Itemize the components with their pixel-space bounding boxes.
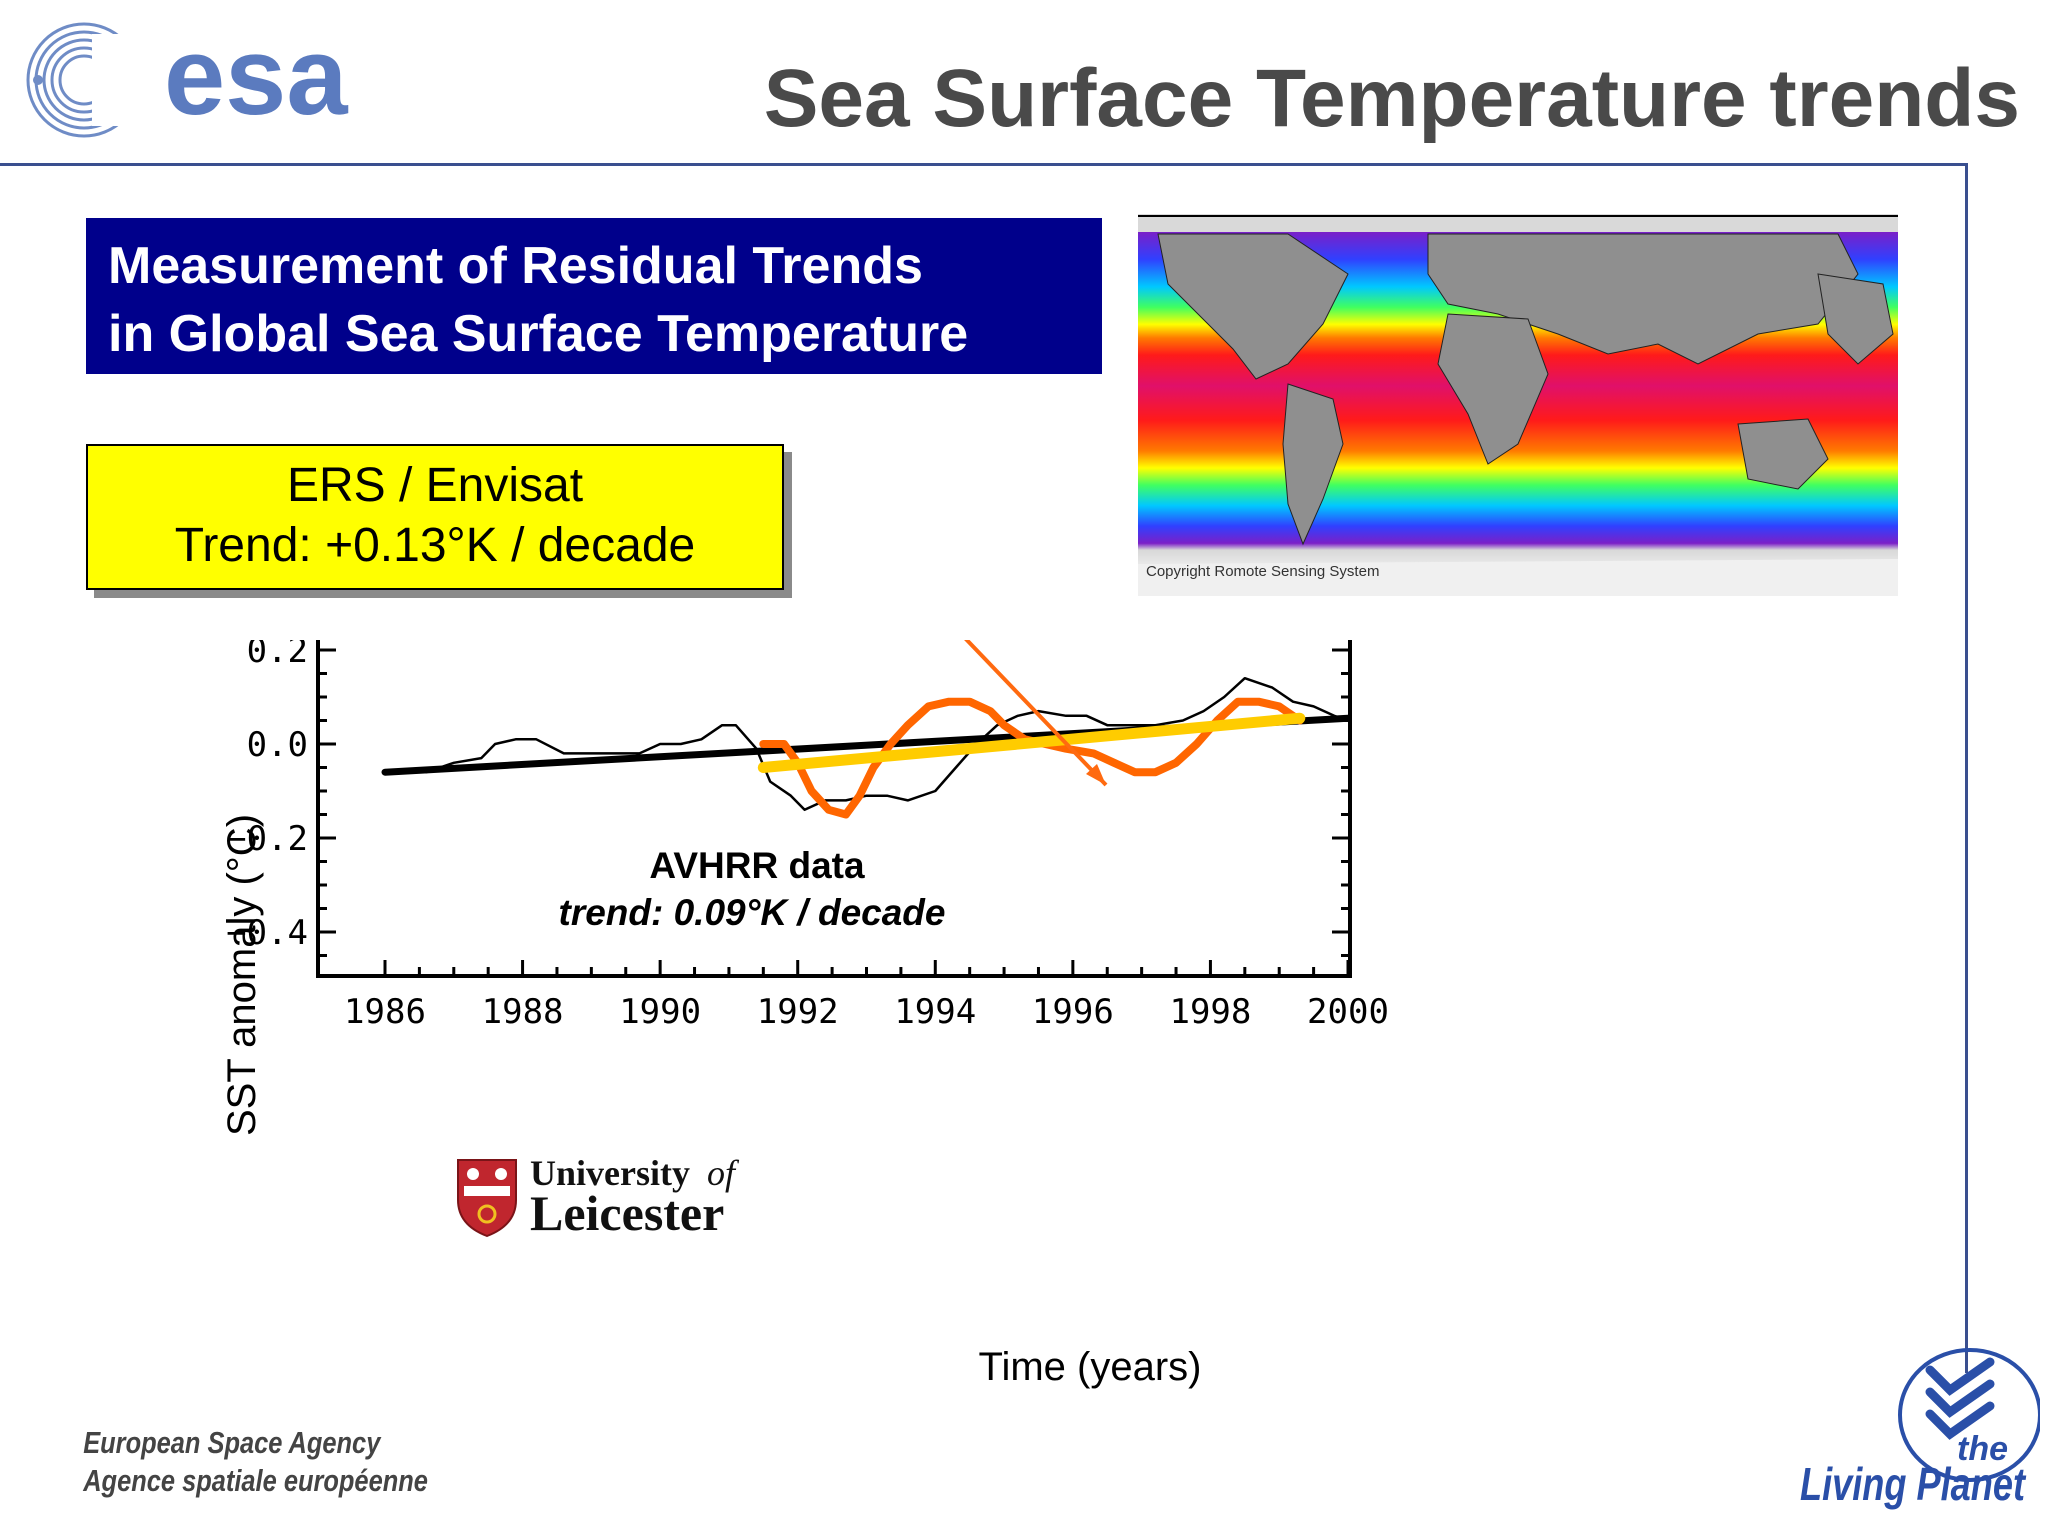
leicester-name-of: of: [707, 1153, 740, 1193]
living-planet-the: the: [1957, 1430, 2008, 1468]
leicester-name-prefix: University: [530, 1153, 690, 1193]
y-tick-label: −0.2: [226, 819, 308, 859]
esa-logo-text: esa: [164, 15, 348, 138]
ers-envisat-data-line: [759, 697, 1304, 819]
y-tick-label: 0.0: [247, 725, 308, 765]
axis-labels: 198619881990199219941996199820000.40.20.…: [226, 640, 1389, 1032]
x-tick-label: 1986: [344, 992, 426, 1032]
map-land-antarctica: [1138, 559, 1898, 596]
callout-line-1: ERS / Envisat: [286, 459, 584, 512]
map-land-europe-asia: [1427, 233, 1859, 365]
map-land-africa: [1437, 313, 1549, 465]
living-planet-text: Living Planet: [1800, 1458, 2026, 1510]
leicester-name-main: Leicester: [530, 1185, 724, 1241]
x-tick-label: 1988: [482, 992, 564, 1032]
y-axis-label: SST anomaly (°C): [220, 814, 264, 1136]
ers-envisat-trend-line: [757, 712, 1306, 773]
callout-line-2: Trend: +0.13°K / decade: [174, 519, 696, 572]
map-caption: Copyright Romote Sensing System: [1146, 563, 1379, 580]
svg-text:University of: University of: [530, 1153, 740, 1193]
map-land-south-america: [1282, 383, 1344, 546]
avhrr-annotation-line-1: AVHRR data: [649, 845, 865, 886]
avhrr-data-line: [383, 676, 1350, 812]
subtitle-line-1: Measurement of Residual Trends: [108, 237, 923, 295]
x-axis-label: Time (years): [979, 1345, 1202, 1389]
series-layer: [381, 676, 1352, 819]
subtitle-line-2: in Global Sea Surface Temperature: [108, 305, 969, 363]
sst-world-map: Copyright Romote Sensing System: [1138, 214, 1898, 596]
x-tick-label: 1998: [1169, 992, 1251, 1032]
right-divider: [1965, 163, 1968, 1373]
subtitle-box: Measurement of Residual Trends in Global…: [86, 218, 1102, 374]
header-divider: [0, 163, 1968, 166]
living-planet-logo: the Living Planet: [1800, 1348, 2040, 1510]
agency-name-english: European Space Agency: [83, 1425, 381, 1460]
x-tick-label: 2000: [1307, 992, 1389, 1032]
page-title: Sea Surface Temperature trends: [763, 53, 2020, 144]
y-tick-label: 0.2: [247, 640, 308, 671]
x-tick-label: 1990: [619, 992, 701, 1032]
callout-arrow: [964, 640, 1108, 787]
sst-anomaly-chart: 198619881990199219941996199820000.40.20.…: [220, 640, 1389, 1389]
ers-trend-callout: ERS / Envisat Trend: +0.13°K / decade: [86, 444, 784, 590]
esa-logo: esa: [26, 15, 348, 138]
x-tick-label: 1994: [894, 992, 976, 1032]
living-planet-chevron-icon: [1925, 1357, 1995, 1440]
leicester-shield-icon: [457, 1159, 517, 1238]
esa-agency-name: European Space Agency Agence spatiale eu…: [22, 1424, 428, 1500]
y-tick-label: −0.4: [226, 913, 308, 953]
agency-name-french: Agence spatiale européenne: [83, 1463, 428, 1498]
university-of-leicester-logo: University of Leicester: [457, 1153, 740, 1241]
x-tick-label: 1996: [1032, 992, 1114, 1032]
avhrr-annotation-line-2: trend: 0.09°K / decade: [559, 892, 946, 933]
map-land-australia: [1737, 418, 1829, 490]
map-land-americas-west: [1817, 273, 1894, 365]
axis-ticks: [318, 648, 1350, 976]
map-land-north-america: [1157, 233, 1349, 380]
x-tick-label: 1992: [757, 992, 839, 1032]
